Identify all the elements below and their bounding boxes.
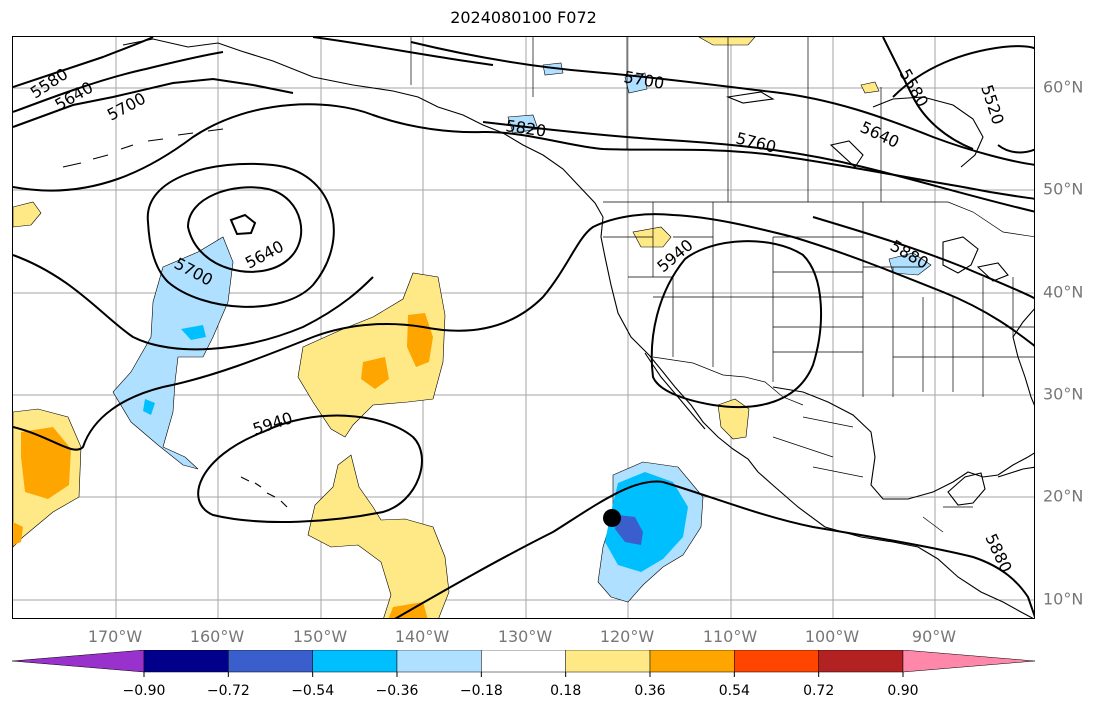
negative-anomaly-area: [542, 62, 564, 76]
latitude-label: 50°N: [1043, 179, 1084, 199]
contour-5580-east: [882, 37, 974, 150]
map-frame: 5580 5640 5700 5700 5520 5580 5640 5760 …: [12, 36, 1035, 619]
coastlines: [62, 38, 1034, 618]
us-mexico-border: [652, 356, 804, 406]
cuba: [997, 466, 1034, 478]
negative-anomaly-area: [624, 72, 648, 94]
longitude-label: 170°W: [87, 627, 143, 646]
colorbar-tick-label: 0.36: [634, 683, 666, 699]
contour-5640-north: [312, 37, 494, 66]
contour-label: 5820: [504, 116, 547, 140]
low-center-contour: [229, 213, 257, 236]
colorbar-cell: [312, 650, 398, 673]
anomaly-shading: [13, 37, 932, 618]
positive-anomaly-area: [717, 398, 750, 440]
latitude-label: 20°N: [1043, 486, 1084, 506]
negative-anomaly-core: [143, 399, 155, 415]
mexico-states: [772, 416, 973, 533]
contour-5520: [892, 45, 1034, 154]
colorbar-cell: [818, 650, 904, 673]
great-lakes: [942, 236, 1009, 282]
storm-center-marker: [603, 509, 621, 527]
mexico-coastline: [757, 471, 1034, 618]
colorbar-extend-low: [11, 650, 145, 673]
contour-5880-main: [13, 213, 1034, 451]
contour-label: 5940: [250, 408, 295, 439]
negative-anomaly-core: [615, 515, 643, 545]
west-coast: [600, 216, 759, 473]
colorbar-tick-label: −0.54: [291, 683, 335, 699]
positive-anomaly-core: [361, 357, 389, 389]
map-canvas: 5580 5640 5700 5700 5520 5580 5640 5760 …: [13, 37, 1034, 618]
contour-label: 5640: [242, 237, 287, 273]
contour-label: 5520: [977, 82, 1008, 127]
map-title: 2024080100 F072: [450, 8, 597, 27]
negative-anomaly-core: [605, 472, 688, 572]
east-coast: [1012, 308, 1034, 406]
political-borders: [410, 37, 1034, 533]
longitude-label: 140°W: [394, 627, 450, 646]
canada-provinces: [532, 37, 882, 202]
latitude-label: 10°N: [1043, 589, 1084, 609]
hawaii-islands: [240, 476, 288, 508]
longitude-label: 150°W: [292, 627, 348, 646]
contour-5580-west: [13, 37, 154, 88]
longitude-label: 100°W: [804, 627, 860, 646]
colorbar-cell: [649, 650, 735, 673]
colorbar: [11, 650, 1036, 677]
colorbar-cell: [481, 650, 566, 673]
alaska-coastline: [122, 38, 604, 218]
longitude-label: 110°W: [702, 627, 758, 646]
longitude-label: 120°W: [599, 627, 655, 646]
colorbar-tick-label: 0.18: [550, 683, 582, 699]
longitude-label: 90°W: [911, 627, 957, 646]
colorbar-cell: [228, 650, 313, 673]
colorbar-cell: [734, 650, 819, 673]
positive-anomaly-area: [698, 37, 756, 46]
contour-label: 5880: [981, 531, 1015, 576]
contour-5880-south: [394, 480, 1034, 618]
colorbar-tick-label: −0.36: [375, 683, 419, 699]
colorbar-cell: [396, 650, 482, 673]
latitude-label: 60°N: [1043, 77, 1084, 97]
colorbar-extend-high: [902, 650, 1036, 673]
arctic-islands: [725, 91, 864, 168]
aleutian-islands: [62, 128, 224, 168]
colorbar-cell: [143, 650, 229, 673]
contour-5940-east: [650, 240, 822, 409]
positive-anomaly-area: [297, 272, 446, 438]
positive-anomaly-area: [860, 81, 880, 94]
yucatan: [947, 472, 986, 506]
colorbar-tick-label: 0.72: [803, 683, 835, 699]
gulf-coastline: [772, 386, 1034, 500]
positive-anomaly-area: [13, 201, 42, 228]
colorbar-tick-label: −0.72: [206, 683, 250, 699]
positive-anomaly-core: [13, 522, 23, 545]
contour-5760-north: [482, 121, 1034, 213]
contour-5640-inner: [186, 186, 303, 273]
colorbar-tick-label: 0.90: [887, 683, 919, 699]
colorbar-tick-label: −0.18: [459, 683, 503, 699]
contour-5640-west: [13, 51, 224, 113]
latitude-label: 40°N: [1043, 282, 1084, 302]
contour-5700-ring: [146, 162, 335, 308]
contour-5880-east: [812, 216, 1034, 300]
colorbar-cell: [565, 650, 651, 673]
us-canada-border: [603, 201, 1034, 238]
contour-5820-west: [13, 254, 374, 351]
latitude-label: 30°N: [1043, 384, 1084, 404]
us-states-central: [773, 202, 1034, 397]
negative-anomaly-area: [888, 252, 932, 276]
colorbar-tick-label: 0.54: [718, 683, 750, 699]
height-contours: [13, 37, 1034, 618]
longitude-label: 160°W: [189, 627, 245, 646]
contour-5940-hawaii: [197, 414, 423, 524]
positive-anomaly-area: [307, 454, 450, 618]
longitude-label: 130°W: [497, 627, 553, 646]
us-states-west: [603, 202, 774, 382]
negative-anomaly-core: [181, 325, 206, 340]
contour-5700-outer: [13, 77, 294, 128]
contour-5700-north: [410, 41, 1034, 166]
colorbar-tick-label: −0.90: [122, 683, 166, 699]
